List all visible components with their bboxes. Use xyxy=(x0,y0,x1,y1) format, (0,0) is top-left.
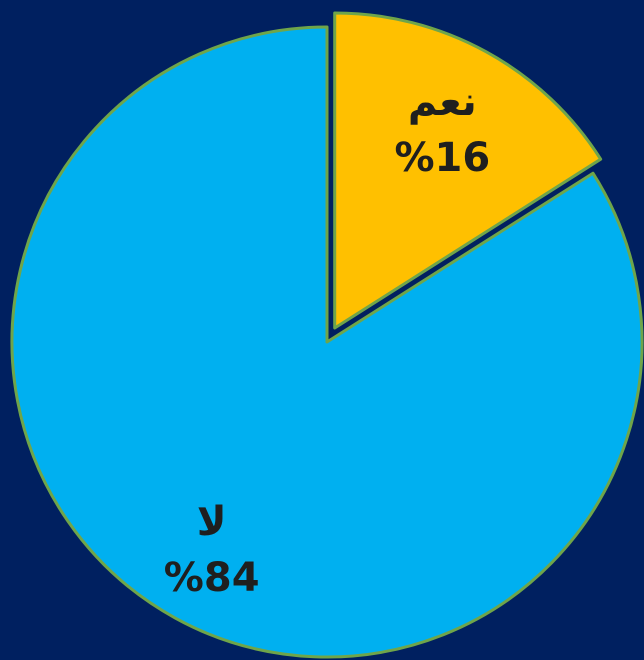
slice-value-label: %84 xyxy=(164,555,260,601)
pie-slice xyxy=(10,25,644,659)
slice-category-label: نعم xyxy=(408,79,477,125)
pie-slice xyxy=(333,11,603,330)
slice-category-label: لا xyxy=(197,499,227,545)
slice-value-label: %16 xyxy=(394,135,490,181)
